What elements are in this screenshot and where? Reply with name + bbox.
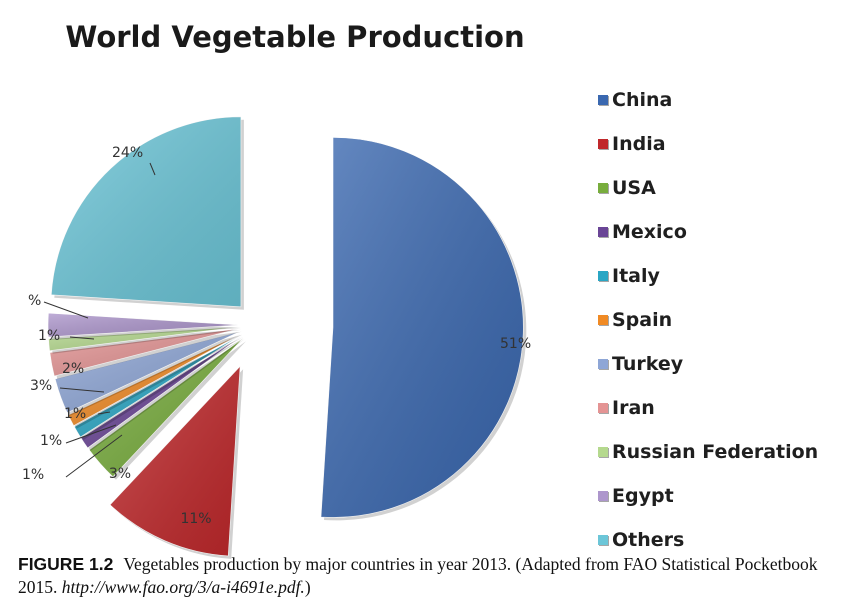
- legend-label: Others: [612, 529, 685, 551]
- pie-slice-sheen: [89, 338, 243, 477]
- pie-slice-sheen: [55, 331, 240, 413]
- legend-swatch: [598, 403, 608, 413]
- chart-title: World Vegetable Production: [65, 20, 525, 54]
- legend-swatch: [598, 227, 608, 237]
- legend-item: USA: [598, 166, 818, 210]
- data-label-iran: 2%: [62, 361, 84, 377]
- label-leader-line: [43, 301, 89, 319]
- pie-slice-sheen: [74, 335, 241, 437]
- pie-slice-shadow: [71, 337, 244, 429]
- legend-label: Turkey: [612, 353, 684, 375]
- pie-slice-sheen: [48, 313, 238, 337]
- data-label-india: 11%: [180, 511, 211, 527]
- legend-swatch: [598, 359, 608, 369]
- data-label-usa: 3%: [109, 466, 131, 482]
- legend-item: Iran: [598, 386, 818, 430]
- data-label-egypt: %: [28, 293, 41, 309]
- data-label-italy: 1%: [40, 433, 62, 449]
- legend-label: China: [612, 89, 673, 111]
- pie-slice-sheen: [321, 137, 524, 518]
- label-leader-line: [65, 434, 123, 478]
- figure-label: FIGURE 1.2: [18, 554, 114, 574]
- legend-label: Iran: [612, 397, 655, 419]
- legend-swatch: [598, 95, 608, 105]
- legend-item: Italy: [598, 254, 818, 298]
- pie-slice-shadow: [84, 339, 245, 451]
- legend-item: China: [598, 78, 818, 122]
- legend-item: Mexico: [598, 210, 818, 254]
- legend-swatch: [598, 315, 608, 325]
- pie-slice-sheen: [81, 336, 242, 448]
- data-label-russian-federation: 1%: [38, 328, 60, 344]
- legend-label: Mexico: [612, 221, 687, 243]
- figure-caption: FIGURE 1.2 Vegetables production by major…: [18, 553, 848, 599]
- legend-label: Russian Federation: [612, 441, 819, 463]
- legend-item: Egypt: [598, 474, 818, 518]
- data-label-mexico: 1%: [22, 467, 44, 483]
- legend-item: Russian Federation: [598, 430, 818, 474]
- legend-item: Spain: [598, 298, 818, 342]
- label-leader-line: [97, 411, 111, 415]
- pie-slice-shadow: [51, 329, 242, 354]
- label-leader-line: [149, 162, 156, 176]
- legend-item: India: [598, 122, 818, 166]
- data-label-china: 51%: [500, 336, 531, 352]
- label-leader-line: [69, 336, 95, 340]
- legend-item: Turkey: [598, 342, 818, 386]
- legend-label: Egypt: [612, 485, 674, 507]
- legend-label: USA: [612, 177, 656, 199]
- data-label-spain: 1%: [64, 406, 86, 422]
- legend-swatch: [598, 271, 608, 281]
- pie-slice-sheen: [48, 326, 239, 351]
- caption-url[interactable]: http://www.fao.org/3/a-i4691e.pdf.: [61, 577, 305, 597]
- legend-swatch: [598, 491, 608, 501]
- pie-slice-shadow: [52, 331, 242, 379]
- label-leader-line: [59, 387, 105, 393]
- label-leader-line: [65, 424, 117, 444]
- legend-swatch: [598, 139, 608, 149]
- data-label-turkey: 3%: [30, 378, 52, 394]
- legend: China India USA Mexico Italy Spain Turkey Iran R…: [598, 78, 818, 562]
- legend-swatch: [598, 535, 608, 545]
- caption-text: Vegetables production by major countries…: [18, 554, 818, 597]
- legend-swatch: [598, 447, 608, 457]
- pie-slice-sheen: [68, 334, 241, 426]
- caption-closing: ): [304, 577, 311, 597]
- pie-slice-sheen: [49, 328, 239, 376]
- pie-slice-sheen: [110, 366, 241, 556]
- legend-label: India: [612, 133, 666, 155]
- legend-swatch: [598, 183, 608, 193]
- pie-slice-shadow: [77, 338, 244, 440]
- pie-slice-sheen: [51, 116, 241, 307]
- legend-item: Others: [598, 518, 818, 562]
- legend-label: Italy: [612, 265, 660, 287]
- legend-label: Spain: [612, 309, 673, 331]
- data-label-others: 24%: [112, 145, 143, 161]
